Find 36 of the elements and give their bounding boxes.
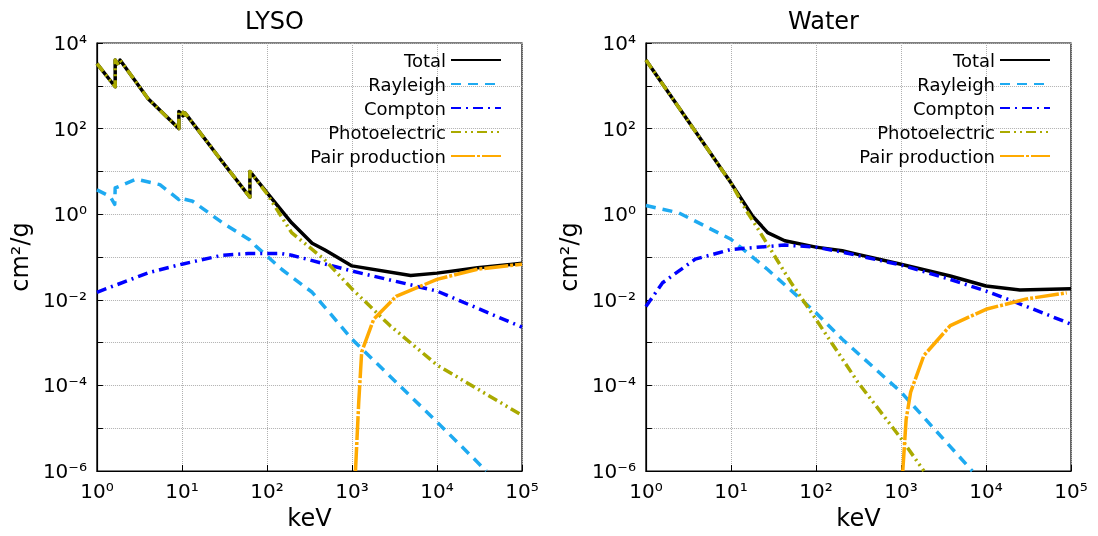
chart-title: LYSO	[245, 7, 304, 35]
x-tick-label: 10¹	[714, 479, 748, 503]
y-tick-label: 10⁰	[602, 202, 636, 227]
legend-label: Rayleigh	[917, 73, 995, 95]
x-tick-label: 10⁴	[969, 479, 1003, 503]
legend-label: Total	[951, 49, 995, 71]
y-tick-label: 10⁻²	[42, 287, 87, 312]
y-tick-label: 10⁻²	[591, 287, 636, 312]
x-tick-label: 10⁵	[1054, 479, 1088, 503]
y-tick-label: 10⁻⁴	[591, 373, 636, 398]
legend-label: Pair production	[310, 145, 446, 167]
legend-label: Pair production	[859, 145, 995, 167]
y-tick-label: 10⁻⁴	[42, 373, 87, 398]
legend-label: Compton	[912, 97, 995, 119]
y-tick-label: 10⁴	[53, 31, 87, 55]
x-tick-label: 10²	[799, 479, 833, 503]
legend-label: Photoelectric	[877, 121, 995, 143]
x-tick-label: 10⁴	[420, 479, 454, 503]
y-tick-label: 10²	[53, 116, 87, 141]
legend-label: Compton	[363, 97, 446, 119]
x-tick-label: 10³	[884, 479, 918, 503]
legend-label: Photoelectric	[328, 121, 446, 143]
x-tick-label: 10³	[335, 479, 369, 503]
y-axis-title: cm²/g	[6, 222, 34, 292]
y-tick-label: 10⁰	[53, 202, 87, 227]
x-axis-title: keV	[836, 503, 882, 532]
legend-label: Total	[402, 49, 446, 71]
y-axis-title: cm²/g	[555, 222, 583, 292]
legend-label: Rayleigh	[368, 73, 446, 95]
x-axis-title: keV	[287, 503, 333, 532]
y-tick-label: 10²	[602, 116, 636, 141]
x-tick-label: 10²	[250, 479, 284, 503]
chart-title: Water	[788, 7, 860, 35]
x-tick-label: 10¹	[165, 479, 199, 503]
y-tick-label: 10⁴	[602, 31, 636, 55]
x-tick-label: 10⁵	[505, 479, 539, 503]
